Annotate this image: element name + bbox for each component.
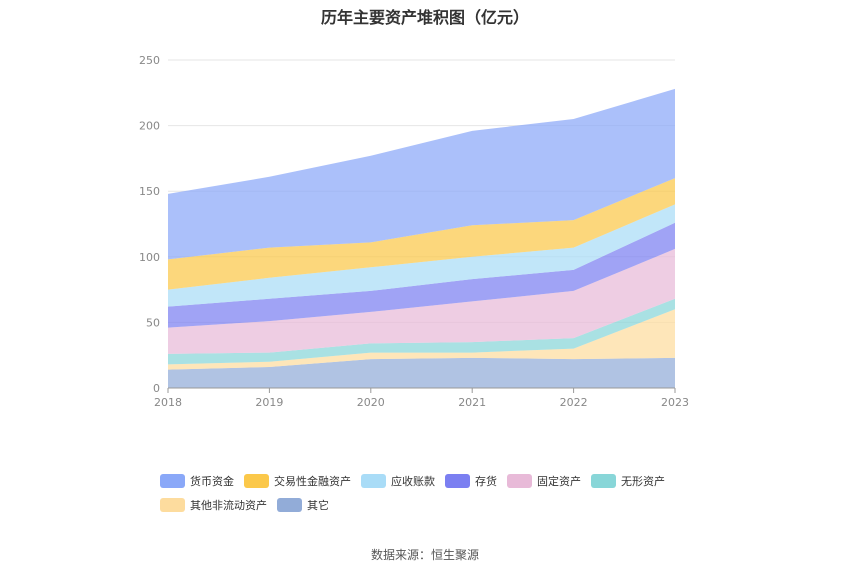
legend-swatch — [507, 474, 532, 488]
legend-item[interactable]: 货币资金 — [160, 473, 234, 489]
legend-swatch — [160, 498, 185, 512]
legend-swatch — [361, 474, 386, 488]
chart-title: 历年主要资产堆积图（亿元） — [320, 8, 529, 27]
x-tick-label: 2023 — [661, 396, 689, 409]
legend-label: 交易性金融资产 — [274, 475, 351, 488]
legend-label: 货币资金 — [190, 475, 234, 488]
legend-swatch — [591, 474, 616, 488]
area-series-3 — [168, 222, 675, 328]
area-series-0 — [168, 88, 675, 260]
legend-swatch — [160, 474, 185, 488]
x-tick-label: 2019 — [255, 396, 283, 409]
legend-label: 无形资产 — [621, 475, 665, 488]
area-series-6 — [168, 309, 675, 370]
legend-label: 固定资产 — [537, 475, 581, 488]
x-tick-label: 2021 — [458, 396, 486, 409]
legend-label: 存货 — [475, 475, 497, 488]
legend-item[interactable]: 其它 — [277, 497, 329, 513]
y-tick-label: 100 — [139, 251, 160, 264]
x-tick-label: 2022 — [560, 396, 588, 409]
axis-layer: 0 50 100 150 200 250 2018 2019 2020 2021 2022 2023 — [139, 54, 689, 409]
area-series-4 — [168, 248, 675, 354]
y-tick-label: 150 — [139, 185, 160, 198]
legend-swatch — [277, 498, 302, 512]
area-series-7 — [168, 357, 675, 388]
legend-label: 其他非流动资产 — [190, 499, 267, 512]
y-tick-label: 50 — [146, 316, 160, 329]
legend-item[interactable]: 应收账款 — [361, 473, 435, 489]
x-tick-label: 2020 — [357, 396, 385, 409]
legend-swatch — [445, 474, 470, 488]
y-tick-label: 0 — [153, 382, 160, 395]
source-note: 数据来源：恒生聚源 — [370, 548, 479, 562]
legend-item[interactable]: 固定资产 — [507, 473, 581, 489]
legend-label: 应收账款 — [391, 475, 435, 488]
legend-item[interactable]: 存货 — [445, 473, 497, 489]
legend-label: 其它 — [307, 499, 329, 512]
x-tick-label: 2018 — [154, 396, 182, 409]
area-series-5 — [168, 298, 675, 365]
legend-item[interactable]: 交易性金融资产 — [244, 473, 351, 489]
legend-item[interactable]: 其他非流动资产 — [160, 497, 267, 513]
legend-item[interactable]: 无形资产 — [591, 473, 665, 489]
legend: 货币资金 交易性金融资产 应收账款 存货 固定资产 无形资产其他非流动资产 其它 — [160, 473, 720, 521]
area-layer — [168, 88, 675, 388]
y-tick-label: 250 — [139, 54, 160, 67]
area-series-2 — [168, 204, 675, 307]
legend-swatch — [244, 474, 269, 488]
y-tick-label: 200 — [139, 120, 160, 133]
